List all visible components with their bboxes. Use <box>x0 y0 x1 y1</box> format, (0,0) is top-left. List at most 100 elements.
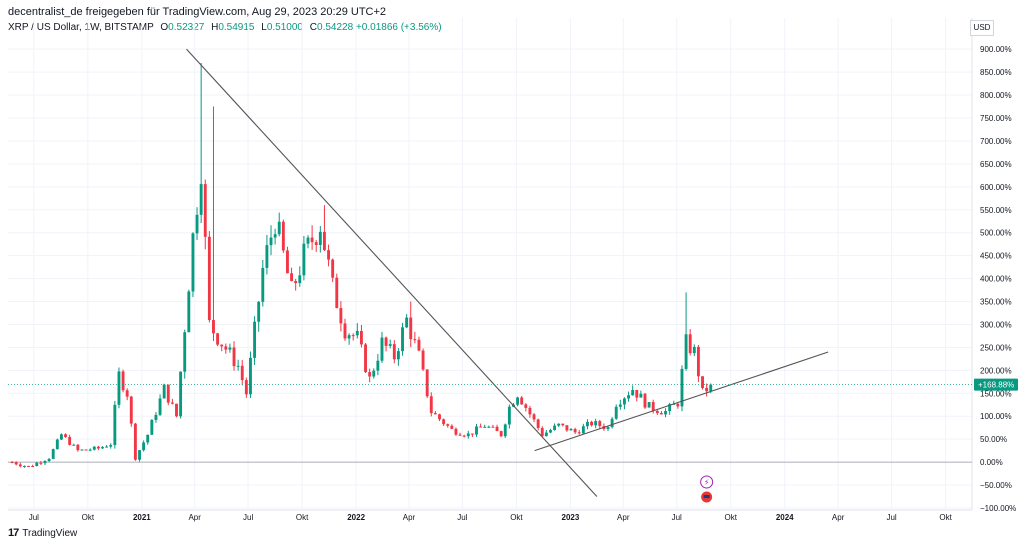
candle-body <box>696 346 700 377</box>
y-tick-label: 850.00% <box>980 68 1012 77</box>
y-tick-label: 350.00% <box>980 298 1012 307</box>
candle-body <box>224 346 228 350</box>
candle-body <box>14 462 18 465</box>
candle-body <box>129 396 133 424</box>
high-value: 0.54915 <box>218 22 255 33</box>
x-tick-label: 2024 <box>776 513 794 522</box>
candle-body <box>557 423 561 426</box>
candle-body <box>347 335 351 339</box>
candle-body <box>450 425 454 429</box>
candle-body <box>470 433 474 435</box>
candle-body <box>228 347 232 350</box>
candle-body <box>433 413 437 415</box>
candle-body <box>290 273 294 282</box>
candle-body <box>43 461 47 464</box>
candle-body <box>651 402 655 411</box>
candle-body <box>618 404 622 407</box>
candle-body <box>212 320 215 334</box>
symbol-name[interactable]: XRP / US Dollar, 1W, BITSTAMP <box>8 22 154 33</box>
candle-body <box>323 231 326 251</box>
candle-body <box>396 351 400 360</box>
currency-button[interactable]: USD <box>970 20 994 36</box>
candle-body <box>573 429 577 433</box>
candle-body <box>351 335 355 337</box>
candle-body <box>249 357 252 395</box>
y-tick-label: 750.00% <box>980 114 1012 123</box>
tradingview-brand: 17 TradingView <box>8 527 77 539</box>
candle-body <box>220 344 224 347</box>
candle-body <box>109 444 113 447</box>
high-label: H <box>211 22 219 33</box>
candle-body <box>158 398 162 415</box>
candle-body <box>265 245 269 268</box>
candle-body <box>269 237 273 246</box>
candle-body <box>343 323 347 339</box>
candle-body <box>692 346 696 354</box>
candle-body <box>438 414 441 420</box>
low-value: 0.51000 <box>266 22 303 33</box>
candle-body <box>236 365 240 367</box>
candle-body <box>507 406 511 425</box>
candle-body <box>277 221 281 235</box>
candle-body <box>458 434 462 436</box>
x-tick-label: Apr <box>403 513 416 522</box>
y-tick-label: 800.00% <box>980 91 1012 100</box>
x-tick-label: Apr <box>188 513 201 522</box>
y-tick-label: 500.00% <box>980 229 1012 238</box>
candle-body <box>401 327 404 352</box>
candle-body <box>549 430 552 433</box>
candle-body <box>216 333 220 345</box>
y-tick-label: 700.00% <box>980 137 1012 146</box>
candle-body <box>405 317 409 328</box>
candle-body <box>125 390 129 397</box>
candle-body <box>705 388 709 392</box>
candle-body <box>76 444 80 451</box>
x-tick-label: Jul <box>457 513 467 522</box>
candle-body <box>298 275 302 284</box>
x-tick-label: 2023 <box>562 513 580 522</box>
candle-body <box>183 332 187 372</box>
candle-body <box>676 403 680 407</box>
y-tick-label: 200.00% <box>980 366 1012 375</box>
y-tick-label: 400.00% <box>980 275 1012 284</box>
y-tick-label: 600.00% <box>980 183 1012 192</box>
candle-body <box>495 426 499 432</box>
y-tick-label: −100.00% <box>980 504 1016 513</box>
y-tick-label: 450.00% <box>980 252 1012 261</box>
candle-body <box>528 407 532 415</box>
candle-body <box>10 462 14 464</box>
x-tick-label: Jul <box>672 513 682 522</box>
x-tick-label: Okt <box>510 513 523 522</box>
candle-body <box>253 321 257 358</box>
candle-body <box>179 371 183 417</box>
candle-body <box>466 433 470 437</box>
trend-line <box>186 48 598 497</box>
candle-body <box>166 384 170 403</box>
y-tick-label: −50.00% <box>980 481 1012 490</box>
candle-body <box>532 414 536 420</box>
x-tick-label: Okt <box>296 513 309 522</box>
candle-body <box>516 397 520 405</box>
candle-body <box>72 444 76 446</box>
candle-body <box>536 419 540 428</box>
candle-body <box>59 434 63 440</box>
candle-body <box>421 350 425 370</box>
x-tick-label: Apr <box>617 513 630 522</box>
candle-body <box>257 301 261 322</box>
candle-body <box>392 344 396 360</box>
candle-body <box>524 404 528 408</box>
candle-body <box>643 393 647 408</box>
candle-body <box>380 337 384 361</box>
candle-body <box>27 465 30 467</box>
y-tick-label: 300.00% <box>980 320 1012 329</box>
candle-body <box>55 439 59 450</box>
close-value: 0.54228 <box>317 22 354 33</box>
candle-body <box>117 371 121 405</box>
candle-body <box>623 398 626 405</box>
candle-body <box>105 446 109 448</box>
y-tick-label: 900.00% <box>980 45 1012 54</box>
candle-body <box>35 462 39 467</box>
candle-body <box>462 435 466 437</box>
candle-body <box>101 447 104 449</box>
